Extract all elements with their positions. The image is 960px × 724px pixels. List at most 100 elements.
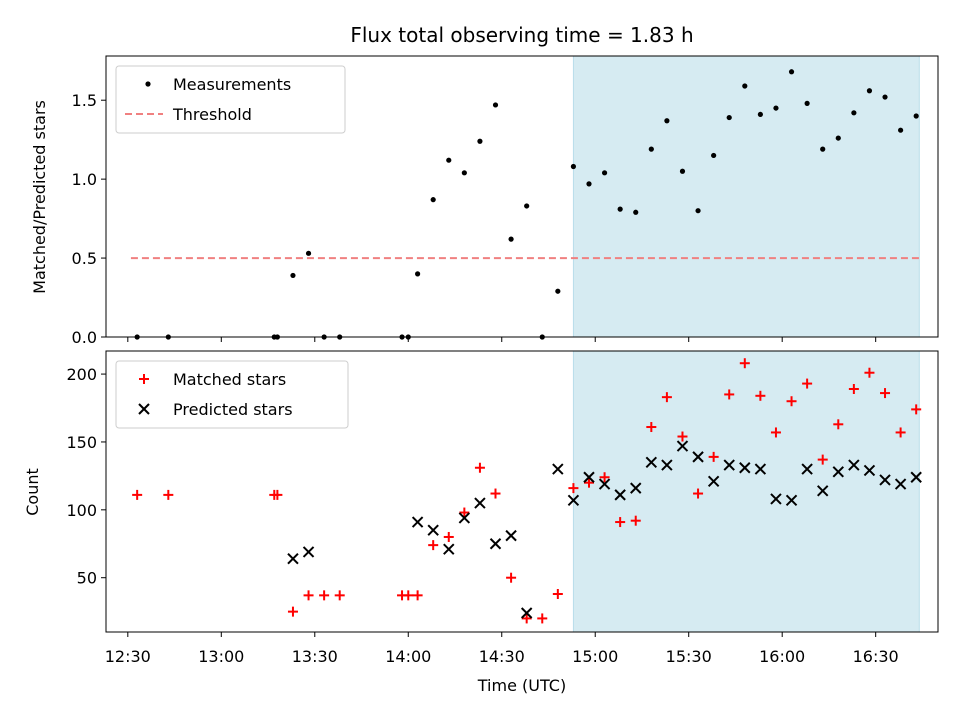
predicted-star-point	[894, 478, 907, 490]
predicted-star-point	[910, 471, 922, 483]
measurement-point	[305, 250, 312, 256]
measurement-point	[633, 209, 639, 215]
measurement-point	[492, 102, 499, 108]
observing-window-shading	[572, 350, 920, 633]
measurement-point	[726, 114, 732, 121]
predicted-star-point	[661, 459, 673, 471]
measurement-point	[477, 138, 483, 144]
x-tick-label: 13:00	[198, 647, 244, 666]
y-tick-label: 150	[66, 433, 97, 452]
matched-star-point	[911, 404, 922, 415]
matched-star-point	[817, 454, 828, 465]
legend-measurement-swatch	[145, 81, 151, 87]
measurement-point	[508, 236, 514, 242]
matched-star-point	[287, 606, 298, 617]
matched-star-point	[552, 588, 563, 599]
predicted-star-point	[739, 462, 751, 474]
legend-box	[115, 360, 349, 429]
predicted-star-point	[645, 456, 658, 469]
measurement-point	[773, 105, 779, 111]
x-tick-label: 14:30	[479, 647, 525, 666]
series-predicted-stars	[287, 440, 922, 619]
y-tick-label: 50	[77, 569, 97, 588]
measurement-point	[648, 146, 654, 152]
y-tick-label: 1.0	[72, 170, 97, 189]
x-axis-label: Time (UTC)	[477, 676, 566, 695]
axes-frame	[105, 55, 939, 338]
predicted-star-point	[754, 463, 767, 475]
predicted-star-point	[505, 529, 517, 542]
matched-star-point	[303, 590, 314, 601]
matched-star-point	[677, 431, 688, 442]
x-tick-label: 13:30	[292, 647, 338, 666]
x-tick-label: 16:30	[853, 647, 899, 666]
predicted-star-point	[723, 459, 735, 471]
matched-star-point	[319, 590, 330, 601]
y-tick-label: 1.5	[72, 91, 97, 110]
x-tick-label: 16:00	[759, 647, 805, 666]
predicted-star-point	[552, 463, 564, 475]
matched-star-point	[583, 477, 594, 488]
y-tick-label: 0.5	[72, 249, 97, 268]
legend-label: Measurements	[173, 75, 291, 94]
matched-star-point	[272, 489, 283, 500]
measurement-point	[555, 288, 561, 294]
matched-star-point	[615, 517, 626, 528]
predicted-star-point	[707, 475, 720, 488]
matched-star-point	[412, 590, 423, 601]
predicted-star-point	[520, 607, 533, 619]
matched-star-point	[802, 378, 813, 389]
matched-star-point	[521, 613, 532, 624]
predicted-star-point	[692, 451, 704, 463]
measurement-point	[601, 170, 608, 176]
matched-star-point	[163, 489, 174, 500]
matched-star-point	[334, 590, 345, 601]
predicted-star-point	[816, 485, 829, 497]
measurement-point	[695, 208, 701, 214]
matched-star-point	[132, 489, 143, 500]
measurement-point	[570, 163, 577, 170]
matched-star-point	[459, 507, 470, 518]
measurement-point	[446, 157, 452, 163]
matched-star-point	[693, 488, 704, 499]
predicted-star-point	[302, 546, 315, 558]
ratio-panel: 0.0 0.5 1.0 1.5 Measurements Threshold	[72, 55, 939, 347]
x-tick-label: 15:30	[666, 647, 712, 666]
predicted-star-point	[848, 459, 860, 471]
measurement-point	[415, 271, 421, 277]
measurement-point	[820, 146, 826, 152]
measurement-point	[757, 111, 763, 118]
measurement-point	[290, 272, 296, 279]
matched-star-point	[506, 572, 517, 583]
measurement-point	[664, 118, 670, 124]
predicted-star-point	[287, 552, 299, 565]
predicted-star-point	[614, 489, 626, 501]
predicted-star-point	[770, 493, 782, 505]
matched-star-point	[599, 472, 610, 483]
matched-star-point	[708, 451, 719, 462]
legend-label: Predicted stars	[173, 400, 293, 419]
measurement-point	[898, 127, 904, 133]
predicted-star-point	[879, 474, 891, 486]
axes-frame	[105, 350, 939, 633]
measurement-point	[851, 110, 857, 116]
measurement-point	[679, 168, 686, 174]
measurement-point	[788, 69, 795, 75]
measurement-point	[882, 94, 888, 100]
measurement-point	[913, 113, 919, 119]
matched-star-point	[474, 462, 485, 473]
predicted-star-point	[443, 543, 455, 555]
y-tick-label: 100	[66, 501, 97, 520]
chart-title: Flux total observing time = 1.83 h	[350, 23, 693, 47]
measurement-point	[430, 197, 436, 203]
matched-star-point	[833, 419, 844, 430]
predicted-star-point	[630, 482, 642, 494]
measurement-point	[866, 88, 873, 94]
predicted-star-point	[567, 494, 580, 507]
predicted-star-point	[785, 494, 798, 507]
matched-star-point	[428, 540, 439, 551]
measurement-point	[804, 100, 810, 106]
matched-star-point	[848, 384, 859, 395]
legend-predicted-swatch	[138, 403, 150, 415]
